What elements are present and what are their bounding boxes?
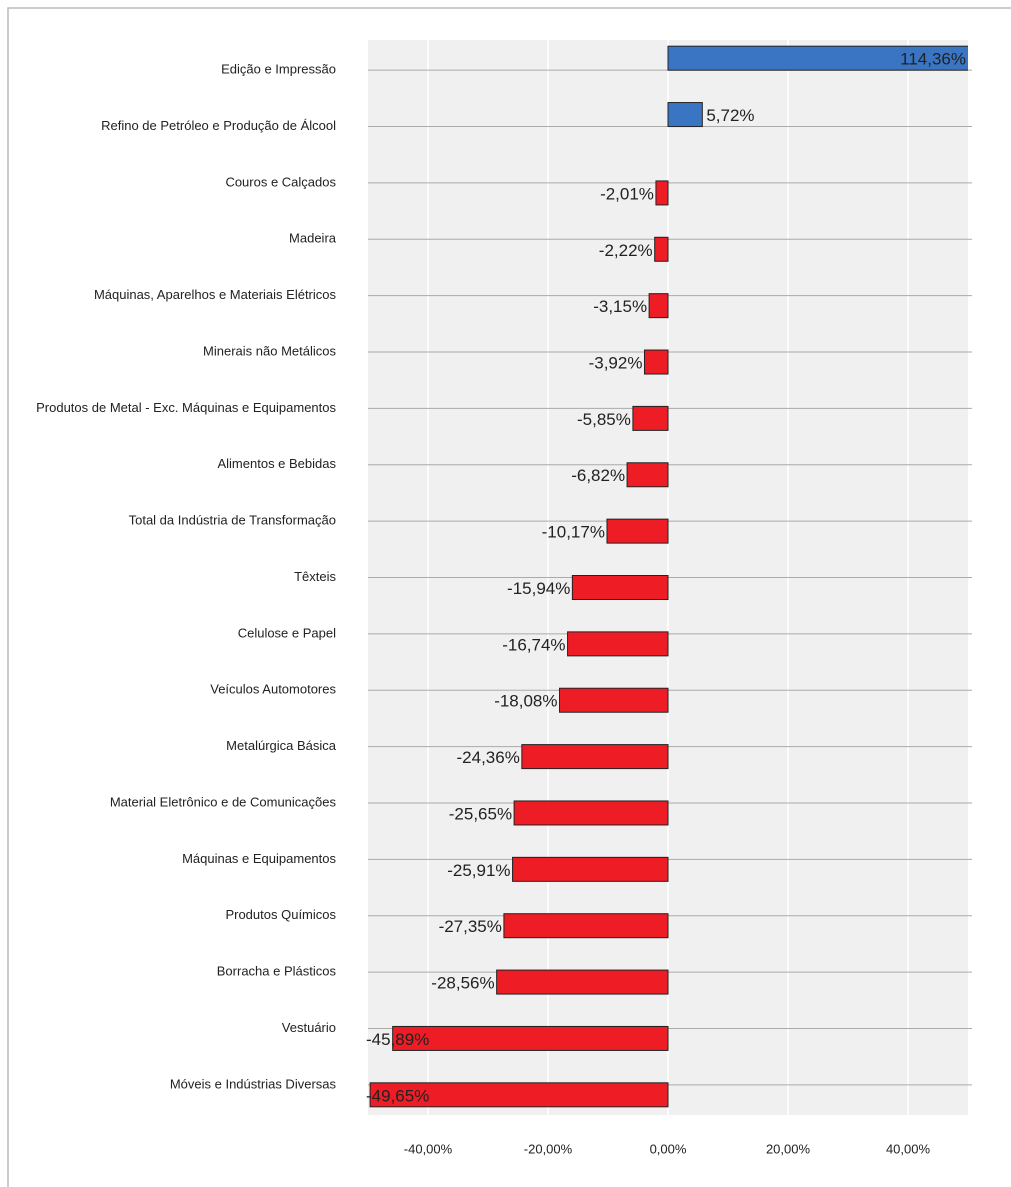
bar xyxy=(567,631,669,657)
bar xyxy=(512,856,669,882)
data-label: -16,74% xyxy=(502,635,565,654)
x-tick-label: -40,00% xyxy=(404,1141,453,1156)
y-tick-label: Borracha e Plásticos xyxy=(217,964,337,979)
bar xyxy=(496,969,669,995)
bar xyxy=(667,45,968,71)
bar xyxy=(626,462,669,488)
x-tick-label: 40,00% xyxy=(886,1141,931,1156)
data-label: 5,72% xyxy=(706,106,754,125)
y-tick-label: Madeira xyxy=(289,231,337,246)
data-label: -28,56% xyxy=(431,974,494,993)
bar xyxy=(521,744,669,770)
data-label: -45,89% xyxy=(366,1030,429,1049)
data-label: -3,15% xyxy=(593,297,647,316)
bar xyxy=(654,236,669,262)
data-label: -25,65% xyxy=(449,804,512,823)
y-tick-label: Móveis e Indústrias Diversas xyxy=(170,1076,337,1091)
y-tick-label: Couros e Calçados xyxy=(225,174,336,189)
data-label: -18,08% xyxy=(494,692,557,711)
bar xyxy=(392,1025,669,1051)
y-tick-label: Edição e Impressão xyxy=(221,62,336,77)
data-label: -2,01% xyxy=(600,184,654,203)
data-label: -27,35% xyxy=(439,917,502,936)
bar xyxy=(503,913,669,939)
y-tick-label: Têxteis xyxy=(294,569,336,584)
y-tick-label: Material Eletrônico e de Comunicações xyxy=(110,794,337,809)
y-tick-label: Metalúrgica Básica xyxy=(226,738,337,753)
bar xyxy=(571,575,669,600)
data-label: -25,91% xyxy=(447,861,510,880)
data-label: -6,82% xyxy=(571,466,625,485)
y-tick-label: Máquinas, Aparelhos e Materiais Elétrico… xyxy=(94,287,337,302)
x-tick-label: -20,00% xyxy=(524,1141,573,1156)
y-tick-label: Refino de Petróleo e Produção de Álcool xyxy=(101,118,336,133)
data-label: -15,94% xyxy=(507,579,570,598)
data-label: 114,36% xyxy=(900,50,966,69)
bar xyxy=(648,293,669,319)
bar xyxy=(632,405,669,431)
bar xyxy=(559,687,669,713)
bar xyxy=(606,518,669,544)
y-tick-label: Máquinas e Equipamentos xyxy=(182,851,336,866)
data-label: -10,17% xyxy=(542,523,605,542)
x-tick-label: 0,00% xyxy=(650,1141,687,1156)
y-tick-label: Celulose e Papel xyxy=(238,625,336,640)
y-tick-label: Total da Indústria de Transformação xyxy=(129,513,336,528)
y-tick-label: Alimentos e Bebidas xyxy=(217,456,336,471)
y-tick-label: Produtos de Metal - Exc. Máquinas e Equi… xyxy=(36,400,336,415)
bar xyxy=(667,102,703,128)
bar xyxy=(513,800,669,826)
y-tick-label: Vestuário xyxy=(282,1020,336,1035)
y-tick-label: Produtos Químicos xyxy=(225,907,336,922)
x-tick-label: 20,00% xyxy=(766,1141,811,1156)
bar xyxy=(643,349,669,375)
data-label: -2,22% xyxy=(599,241,653,260)
data-label: -24,36% xyxy=(457,748,520,767)
data-label: -49,65% xyxy=(366,1086,429,1105)
frame xyxy=(7,7,1011,1187)
y-tick-label: Veículos Automotores xyxy=(210,682,336,697)
y-tick-label: Minerais não Metálicos xyxy=(203,343,336,358)
bar xyxy=(655,180,669,206)
bar xyxy=(369,1082,669,1108)
data-label: -3,92% xyxy=(589,354,643,373)
data-label: -5,85% xyxy=(577,410,631,429)
